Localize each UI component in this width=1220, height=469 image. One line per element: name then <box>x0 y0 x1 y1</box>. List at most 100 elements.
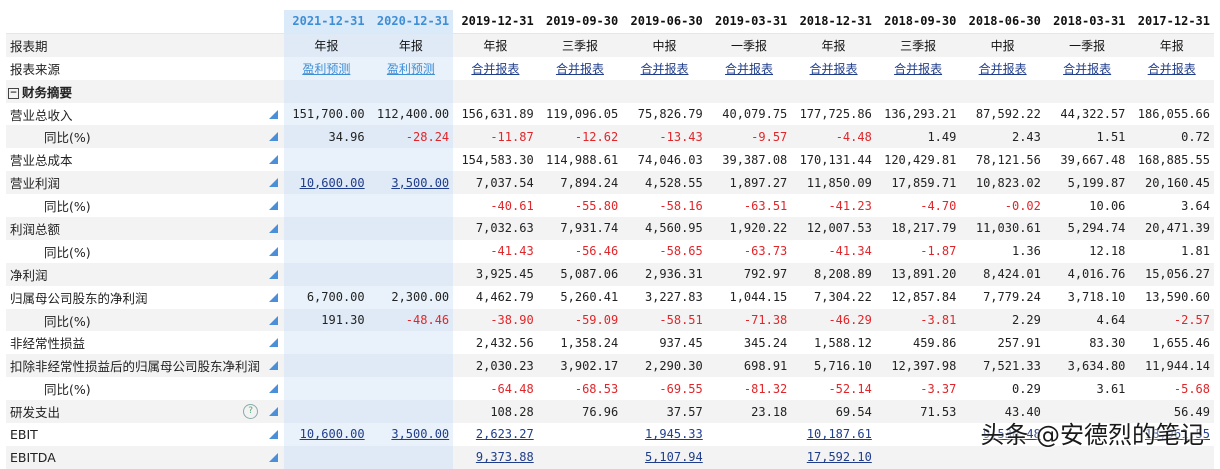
chart-arrow-icon[interactable] <box>268 384 278 394</box>
value-cell: 11,944.14 <box>1129 354 1214 378</box>
report-source-link[interactable]: 盈利预测 <box>368 56 454 80</box>
trend-chart-icon[interactable] <box>262 194 284 217</box>
value-cell: -46.29 <box>791 308 876 332</box>
report-source-link[interactable]: 合并报表 <box>640 61 689 76</box>
trend-chart-icon[interactable] <box>262 171 285 195</box>
row-label: 营业总成本 <box>10 153 73 169</box>
value-cell[interactable]: 1,945.33 <box>644 427 703 442</box>
value-cell: 1,655.46 <box>1152 335 1210 350</box>
report-source-link[interactable]: 合并报表 <box>809 61 858 76</box>
value-cell: -1.87 <box>920 244 957 259</box>
value-cell[interactable]: 3,500.00 <box>368 171 454 195</box>
value-cell[interactable]: 17,592.10 <box>791 445 876 469</box>
report-source-link[interactable]: 盈利预测 <box>284 56 369 80</box>
trend-chart-icon[interactable] <box>262 217 285 240</box>
chart-arrow-icon[interactable] <box>268 201 278 211</box>
date-column-header[interactable]: 2019-06-30 <box>622 10 707 34</box>
chart-arrow-icon[interactable] <box>268 429 278 439</box>
date-column-header[interactable]: 2018-03-31 <box>1044 10 1130 34</box>
chart-arrow-icon[interactable] <box>268 109 278 119</box>
date-column-header[interactable]: 2019-12-31 <box>453 10 538 34</box>
header-label-spacer <box>6 10 263 34</box>
report-source-link[interactable]: 合并报表 <box>1063 61 1112 76</box>
date-column-header[interactable]: 2018-06-30 <box>960 10 1045 34</box>
date-column-header[interactable]: 2018-09-30 <box>875 10 961 34</box>
chart-arrow-icon[interactable] <box>268 269 278 279</box>
value-cell: 136,293.21 <box>884 107 957 121</box>
date-column-header[interactable]: 2018-12-31 <box>791 10 876 34</box>
trend-chart-icon[interactable] <box>262 286 284 309</box>
value-cell: 15,056.27 <box>1129 262 1214 286</box>
value-cell: 5,294.74 <box>1044 217 1130 240</box>
value-cell: 10,823.02 <box>960 171 1045 195</box>
value-cell: 75,826.79 <box>637 107 703 121</box>
chart-arrow-icon[interactable] <box>268 246 278 256</box>
trend-chart-icon[interactable] <box>262 125 285 149</box>
trend-chart-icon[interactable] <box>262 103 284 126</box>
value-cell: 56.49 <box>1129 400 1214 424</box>
report-source-link[interactable]: 合并报表 <box>894 61 943 76</box>
date-column-header[interactable]: 2021-12-31 <box>284 10 369 34</box>
chart-arrow-icon[interactable] <box>268 452 278 462</box>
chart-arrow-icon[interactable] <box>268 361 278 371</box>
value-cell: 345.24 <box>743 335 788 350</box>
value-cell: 1,044.15 <box>729 290 788 305</box>
value-cell: 5,087.06 <box>537 262 623 286</box>
date-column-header[interactable]: 2019-03-31 <box>706 10 792 34</box>
value-cell[interactable]: 10,187.61 <box>806 427 872 442</box>
value-cell: 43.40 <box>960 400 1045 424</box>
row-label: 同比(%) <box>44 382 91 398</box>
value-cell[interactable]: 2,623.27 <box>475 427 534 442</box>
trend-chart-icon[interactable] <box>262 423 284 446</box>
value-cell[interactable]: 18,961.55 <box>1144 427 1210 442</box>
trend-chart-icon[interactable] <box>262 445 285 469</box>
value-cell[interactable]: 9,536.48 <box>983 427 1041 442</box>
chart-arrow-icon[interactable] <box>268 315 278 325</box>
value-cell: 7,779.24 <box>983 290 1041 305</box>
info-icon[interactable]: ? <box>243 404 259 420</box>
trend-chart-icon[interactable] <box>262 308 285 332</box>
chart-arrow-icon[interactable] <box>268 292 278 302</box>
report-source-link[interactable]: 合并报表 <box>725 61 774 76</box>
value-cell: -0.02 <box>1004 198 1041 213</box>
value-cell <box>706 445 792 469</box>
chart-arrow-icon[interactable] <box>268 338 278 348</box>
table-row: 营业利润 10,600.00 3,500.00 7,037.54 7,894.24 4,5… <box>6 171 1214 195</box>
date-column-header[interactable]: 2019-09-30 <box>537 10 623 34</box>
report-type-cell: 一季报 <box>706 33 792 57</box>
chart-arrow-icon[interactable] <box>268 155 278 165</box>
value-cell[interactable]: 5,107.94 <box>622 445 707 469</box>
value-cell: 1,897.27 <box>706 171 792 195</box>
trend-chart-icon[interactable] <box>262 331 284 354</box>
value-cell[interactable]: 10,600.00 <box>284 423 369 446</box>
trend-chart-icon[interactable] <box>262 354 285 378</box>
collapse-toggle-icon[interactable]: − <box>8 87 19 99</box>
trend-chart-icon[interactable] <box>262 400 285 424</box>
trend-chart-icon[interactable] <box>262 377 284 400</box>
chart-arrow-icon[interactable] <box>268 132 278 142</box>
trend-chart-icon[interactable] <box>262 148 284 171</box>
value-cell[interactable]: 3,500.00 <box>368 423 454 446</box>
report-source-link[interactable]: 合并报表 <box>471 61 520 76</box>
trend-chart-icon[interactable] <box>262 240 284 263</box>
row-label: 净利润 <box>6 262 263 286</box>
section-header[interactable]: − 财务摘要 <box>6 79 263 103</box>
trend-chart-icon[interactable] <box>262 262 285 286</box>
report-source-link[interactable]: 合并报表 <box>555 61 604 76</box>
date-column-header[interactable]: 2017-12-31 <box>1129 10 1214 34</box>
table-row: 非经常性损益 2,432.56 1,358.24 937.45 345.24 1,588.… <box>6 331 1214 355</box>
value-cell: 1.81 <box>1181 244 1210 259</box>
value-cell: -3.37 <box>920 381 957 396</box>
value-cell: 87,592.22 <box>975 107 1041 121</box>
chart-arrow-icon[interactable] <box>268 178 278 188</box>
report-type-cell: 中报 <box>622 33 707 57</box>
value-cell: 5,716.10 <box>791 354 876 378</box>
date-column-header[interactable]: 2020-12-31 <box>368 10 454 34</box>
report-source-link[interactable]: 合并报表 <box>978 61 1027 76</box>
chart-arrow-icon[interactable] <box>268 407 278 417</box>
report-source-link[interactable]: 合并报表 <box>1147 61 1196 76</box>
value-cell[interactable]: 9,373.88 <box>453 445 538 469</box>
chart-arrow-icon[interactable] <box>268 223 278 233</box>
value-cell: 7,521.33 <box>960 354 1045 378</box>
value-cell[interactable]: 10,600.00 <box>284 171 369 195</box>
